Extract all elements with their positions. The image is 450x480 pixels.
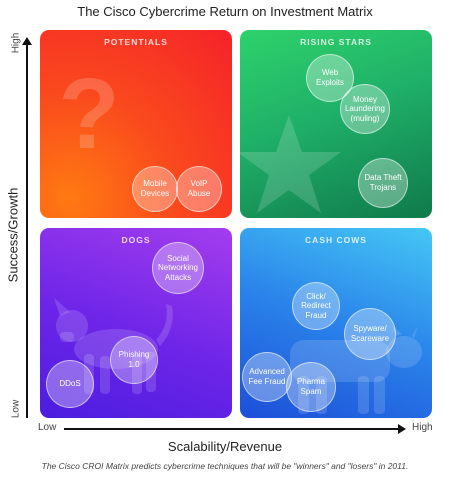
quadrant-title-potentials: POTENTIALS [104, 37, 168, 47]
star-icon [240, 115, 341, 213]
bubble-ddos: DDoS [46, 360, 94, 408]
y-axis-high-label: High [10, 32, 22, 54]
quadrant-title-rising-stars: RISING STARS [300, 37, 372, 47]
page-title: The Cisco Cybercrime Return on Investmen… [77, 4, 373, 19]
quadrant-title-dogs: DOGS [121, 235, 151, 245]
y-axis-title: Success/Growth [5, 187, 21, 283]
bubble-spyware-scareware: Spyware/ Scareware [344, 308, 396, 360]
quadrant-title-cash-cows: CASH COWS [305, 235, 367, 245]
x-axis-high-label: High [412, 422, 433, 433]
bubble-social-networking-attacks: Social Networking Attacks [152, 242, 204, 294]
y-axis-arrow [22, 37, 32, 418]
figure-caption: The Cisco CROI Matrix predicts cybercrim… [41, 461, 409, 471]
bubble-voip-abuse: VoIP Abuse [176, 166, 222, 212]
bubble-phishing: Phishing 1.0 [110, 336, 158, 384]
bubble-click-redirect-fraud: Click/ Redirect Fraud [292, 282, 340, 330]
quadrant-rising-stars: RISING STARS Web Exploits Money Launderi… [240, 30, 432, 218]
x-axis-low-label: Low [38, 422, 57, 433]
bubble-advanced-fee-fraud: Advanced Fee Fraud [242, 352, 292, 402]
x-axis-arrow [64, 424, 406, 434]
bubble-mobile-devices: Mobile Devices [132, 166, 178, 212]
bubble-web-exploits: Web Exploits [306, 54, 354, 102]
quadrant-potentials: POTENTIALS ? Mobile Devices VoIP Abuse [40, 30, 232, 218]
quadrant-cash-cows: CASH COWS Click/ Redirect Fraud Spyware/… [240, 228, 432, 418]
svg-text:?: ? [58, 60, 119, 160]
bubble-data-theft-trojans: Data Theft Trojans [358, 158, 408, 208]
question-mark-icon: ? [58, 60, 119, 160]
quadrant-dogs: DOGS Social Networking Attacks Phishing … [40, 228, 232, 418]
y-axis-low-label: Low [10, 399, 22, 419]
bubble-money-laundering: Money Laundering (muling) [340, 84, 390, 134]
x-axis-title: Scalability/Revenue [167, 439, 283, 454]
bubble-pharma-spam: Pharma Spam [286, 362, 336, 412]
